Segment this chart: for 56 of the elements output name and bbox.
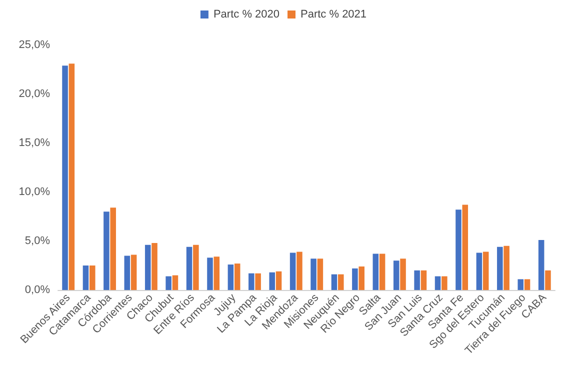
bar: [186, 246, 192, 290]
bar: [331, 274, 338, 290]
bar: [497, 246, 503, 290]
bar: [68, 64, 75, 290]
y-tick-label: 25,0%: [18, 39, 50, 51]
y-tick-label: 20,0%: [18, 88, 50, 100]
bar: [393, 260, 400, 290]
y-tick-label: 15,0%: [18, 137, 50, 149]
bar: [82, 266, 89, 290]
bar: [352, 268, 358, 290]
bar: [476, 252, 482, 290]
y-tick-label: 0,0%: [24, 284, 50, 296]
bar: [317, 258, 324, 290]
y-tick-label: 5,0%: [24, 235, 50, 247]
bar: [228, 264, 234, 290]
bar: [104, 212, 110, 290]
bar: [358, 266, 364, 290]
bar: [290, 252, 296, 290]
bar: [62, 66, 68, 290]
bar: [400, 258, 406, 290]
bar: [276, 271, 282, 290]
bar: [207, 258, 213, 290]
bar: [124, 256, 130, 290]
bar: [379, 254, 386, 290]
bar: [545, 270, 551, 290]
bar: [538, 240, 544, 290]
bar: [310, 258, 316, 290]
bar: [269, 272, 276, 290]
bar: [420, 270, 427, 290]
bar: [248, 273, 254, 290]
bar: [193, 244, 199, 290]
bar: [152, 242, 158, 290]
bar: [172, 275, 178, 290]
bar: [372, 254, 379, 290]
bar: [166, 276, 172, 290]
bar: [434, 276, 441, 290]
legend-label: Partc % 2020: [213, 8, 280, 20]
bar: [482, 252, 489, 290]
bar: [442, 276, 448, 290]
bar: [338, 274, 344, 290]
bar: [234, 264, 240, 290]
bar: [110, 208, 116, 290]
bar: [144, 244, 151, 290]
bar: [214, 256, 220, 290]
bar: [524, 279, 530, 290]
bar: [518, 279, 524, 290]
bar: [456, 210, 462, 290]
bar: [414, 270, 420, 290]
bar: [296, 252, 302, 290]
legend-label: Partc % 2021: [300, 8, 367, 20]
bar: [89, 266, 96, 290]
bar: [255, 273, 261, 290]
bar: [504, 246, 510, 290]
bar: [130, 254, 137, 290]
bar: [462, 204, 468, 290]
y-tick-label: 10,0%: [18, 186, 50, 198]
